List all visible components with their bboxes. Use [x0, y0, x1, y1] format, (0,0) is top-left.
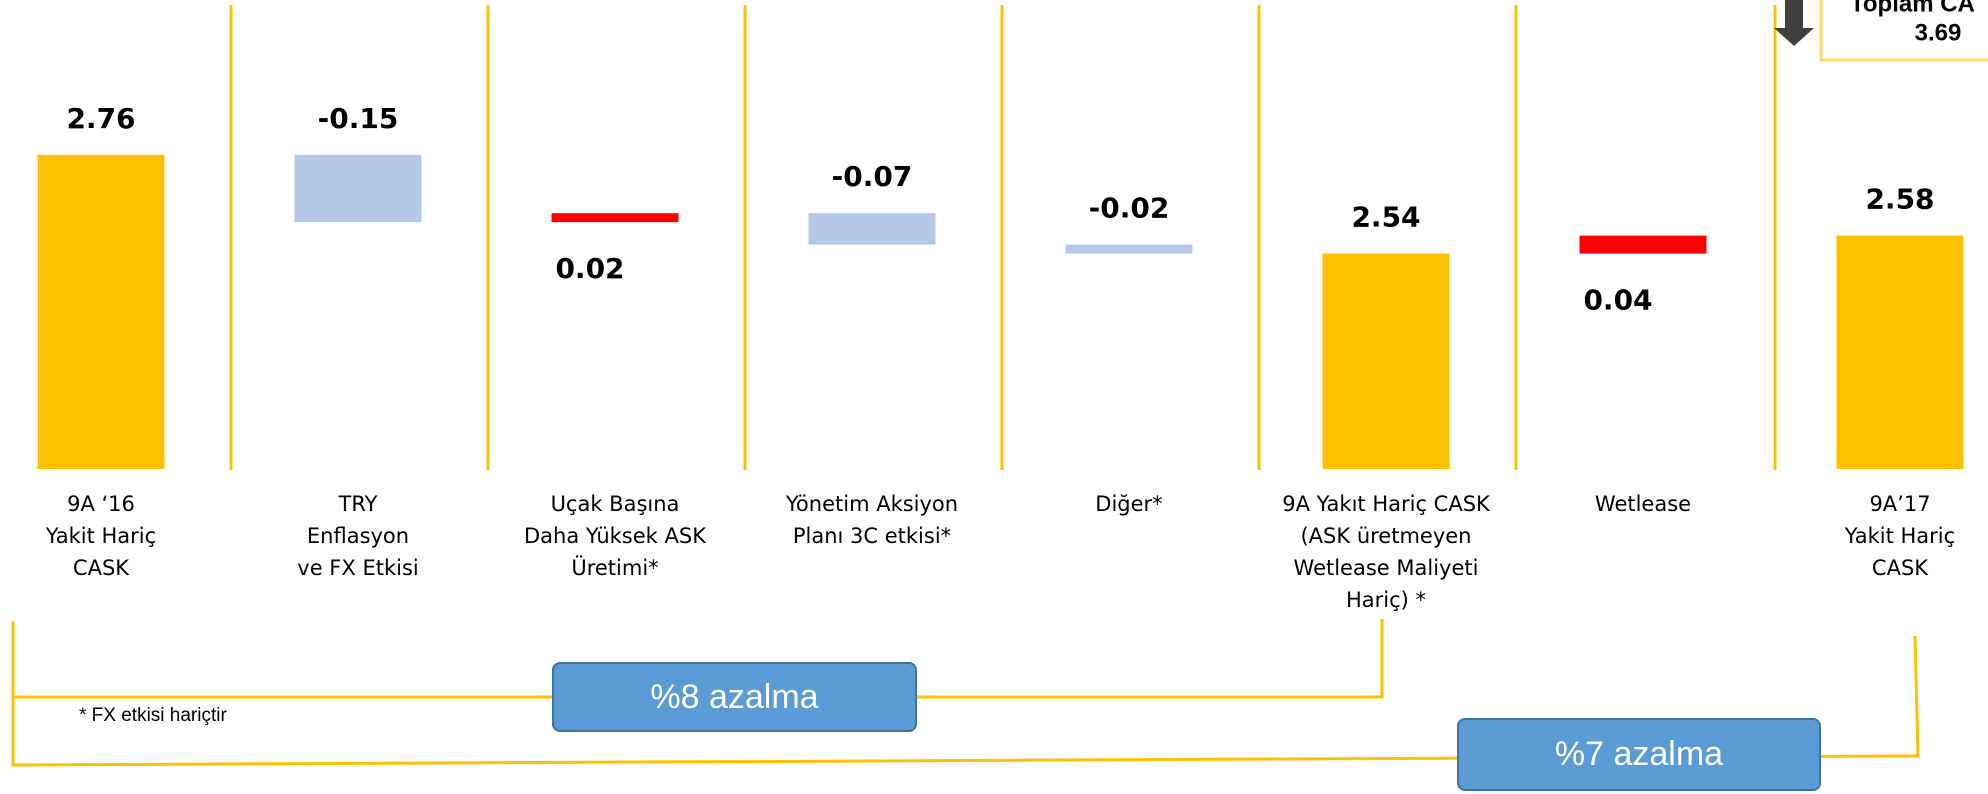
corner-value: 3.69	[1915, 19, 1962, 46]
x-tick-label: Uçak Başına Daha Yüksek ASK Üretimi*	[524, 492, 706, 580]
value-label: 2.76	[66, 102, 135, 135]
bar	[37, 154, 165, 470]
separators	[229, 5, 1777, 470]
value-label: 2.58	[1865, 183, 1934, 216]
bar	[294, 154, 422, 223]
value-label: -0.07	[832, 160, 913, 193]
arrow	[1774, 0, 1814, 46]
x-tick-label: Wetlease	[1594, 492, 1692, 516]
bar	[808, 213, 936, 245]
x-tick-label: 9A Yakıt Hariç CASK (ASK üretmeyen Wetle…	[1282, 492, 1490, 612]
corner-box	[1819, 0, 1988, 62]
footnote: * FX etkisi hariçtir	[79, 705, 227, 726]
bar	[1322, 253, 1450, 469]
x-tick-label: 9A ‘16 Yakit Hariç CASK	[45, 492, 157, 580]
value-label: 0.04	[1583, 284, 1652, 317]
bar	[1579, 235, 1707, 254]
value-label: 0.02	[555, 252, 624, 285]
value-label: 2.54	[1351, 201, 1420, 234]
annotation-box: %8 azalma	[552, 662, 917, 732]
x-tick-label: 9A’17 Yakit Hariç CASK	[1844, 492, 1956, 580]
x-tick-label: TRY Enflasyon ve FX Etkisi	[297, 492, 419, 580]
bar	[551, 213, 679, 223]
x-tick-label: Yönetim Aksiyon Planı 3C etkisi*	[785, 492, 959, 548]
value-label: -0.02	[1089, 192, 1170, 225]
x-tick-label: Diğer*	[1095, 492, 1163, 516]
value-label: -0.15	[318, 102, 399, 135]
corner-title: Toplam CA	[1850, 0, 1975, 17]
annotation-box: %7 azalma	[1457, 718, 1821, 791]
bar	[1065, 244, 1193, 254]
bar	[1836, 235, 1964, 469]
